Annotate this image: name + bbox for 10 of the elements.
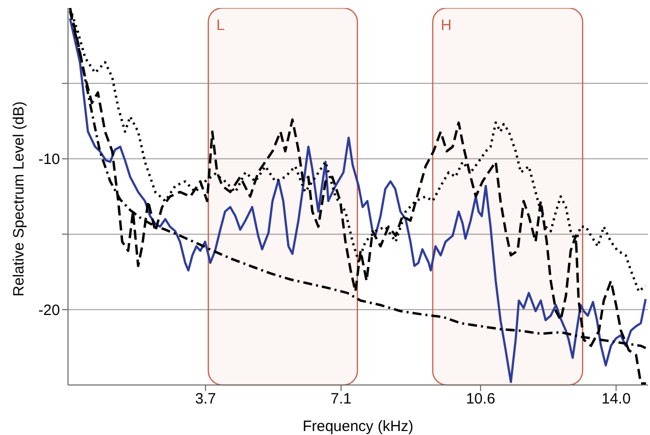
x-tick-label: 3.7	[195, 390, 216, 408]
y-tick-label: -20	[38, 302, 60, 319]
y-axis-title: Relative Spectrum Level (dB)	[10, 101, 28, 296]
x-tick-label: 10.6	[466, 390, 496, 408]
band-label: L	[216, 17, 225, 34]
x-tick-label: 7.1	[330, 390, 352, 408]
x-axis-title: Frequency (kHz)	[302, 418, 414, 435]
x-tick-label: 14.0	[602, 390, 631, 408]
band-label: H	[440, 17, 452, 34]
y-tick-label: -10	[38, 151, 60, 168]
